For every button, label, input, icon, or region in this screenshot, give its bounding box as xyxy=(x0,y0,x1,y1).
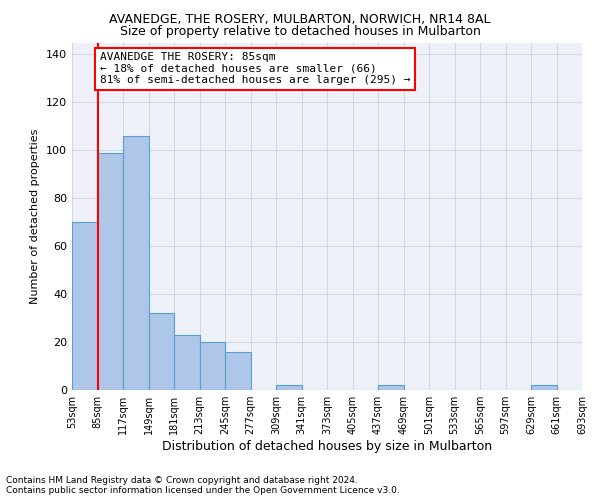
Text: Contains HM Land Registry data © Crown copyright and database right 2024.: Contains HM Land Registry data © Crown c… xyxy=(6,476,358,485)
Y-axis label: Number of detached properties: Number of detached properties xyxy=(31,128,40,304)
Bar xyxy=(531,385,557,390)
Bar xyxy=(123,136,149,390)
Text: Contains public sector information licensed under the Open Government Licence v3: Contains public sector information licen… xyxy=(6,486,400,495)
Text: Size of property relative to detached houses in Mulbarton: Size of property relative to detached ho… xyxy=(119,25,481,38)
Bar xyxy=(149,314,174,390)
Bar xyxy=(72,222,97,390)
Text: AVANEDGE THE ROSERY: 85sqm
← 18% of detached houses are smaller (66)
81% of semi: AVANEDGE THE ROSERY: 85sqm ← 18% of deta… xyxy=(100,52,410,86)
Text: AVANEDGE, THE ROSERY, MULBARTON, NORWICH, NR14 8AL: AVANEDGE, THE ROSERY, MULBARTON, NORWICH… xyxy=(109,12,491,26)
Bar xyxy=(97,152,123,390)
Bar xyxy=(199,342,225,390)
X-axis label: Distribution of detached houses by size in Mulbarton: Distribution of detached houses by size … xyxy=(162,440,492,453)
Bar xyxy=(378,385,404,390)
Bar xyxy=(174,335,199,390)
Bar xyxy=(276,385,302,390)
Bar xyxy=(225,352,251,390)
